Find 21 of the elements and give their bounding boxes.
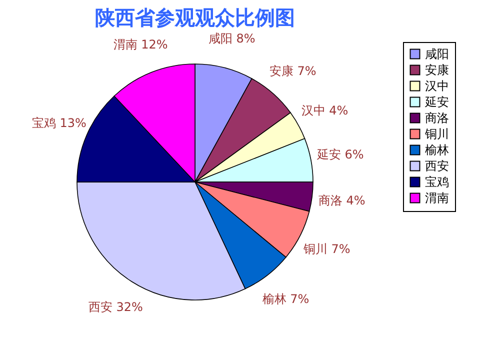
legend-label: 咸阳 [425, 47, 449, 61]
category-label: 渭南 12% [113, 37, 168, 52]
category-label: 汉中 4% [301, 104, 348, 118]
category-label: 商洛 4% [318, 194, 366, 208]
legend-label: 西安 [425, 159, 449, 173]
legend-label: 宝鸡 [425, 175, 449, 189]
legend-label: 铜川 [424, 127, 449, 141]
legend-label: 延安 [424, 95, 449, 109]
category-label: 铜川 7% [303, 242, 350, 256]
legend-label: 榆林 [425, 143, 449, 157]
legend-label: 商洛 [425, 111, 449, 125]
category-label: 宝鸡 13% [32, 116, 86, 130]
category-label: 安康 7% [269, 64, 316, 78]
category-label: 西安 32% [88, 300, 143, 314]
chart-title: 陕西省参观观众比例图 [95, 6, 295, 30]
category-label: 榆林 7% [262, 292, 310, 306]
legend-label: 汉中 [425, 79, 449, 93]
legend-label: 渭南 [425, 191, 449, 205]
category-label: 延安 6% [316, 147, 364, 162]
category-label: 咸阳 8% [208, 32, 256, 46]
legend-label: 安康 [425, 63, 449, 77]
